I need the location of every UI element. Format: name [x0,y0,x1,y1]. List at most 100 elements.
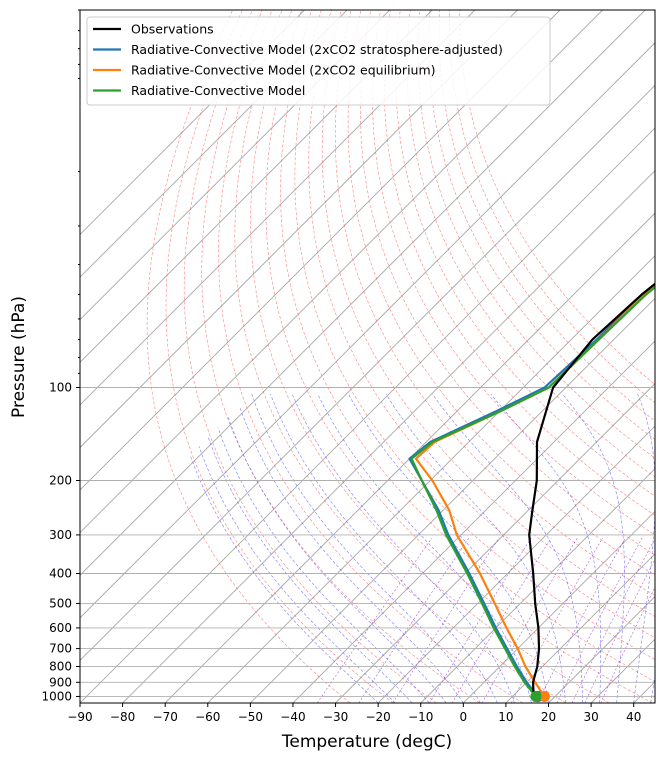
moist-adiabat-line [348,393,549,703]
mixing-ratio-line [537,537,626,703]
x-tick-label: −30 [323,710,348,724]
pressure-gridlines [80,387,655,697]
moist-adiabat-line [228,417,447,703]
isotherm-line [80,10,348,278]
moist-adiabat-line [385,393,566,703]
series-line [528,282,655,697]
isotherm-line [80,10,390,321]
legend-label: Radiative-Convective Model (2xCO2 strato… [131,42,503,57]
x-tick-label: −40 [280,710,305,724]
mixing-ratio-line [571,537,655,703]
mixing-ratio-line [317,537,433,703]
x-tick-label: −10 [408,710,433,724]
isotherm-line [80,10,305,236]
plot-background [80,10,655,703]
moist-adiabat-line [217,427,430,703]
moist-adiabat-line [239,406,464,703]
isotherm-line [164,212,655,703]
y-tick-label: 900 [49,675,72,689]
isotherm-line [122,169,655,703]
moist-adiabat-line [198,446,396,703]
x-tick-label: −80 [110,710,135,724]
y-tick-label: 500 [49,596,72,610]
legend: Observations Radiative-Convective Model (… [86,16,551,106]
isotherm-line [292,340,655,703]
isotherm-line [80,10,561,491]
legend-label: Radiative-Convective Model (2xCO2 equili… [131,63,436,78]
dry-adiabat-line [280,10,655,683]
dry-adiabat-line [265,10,653,703]
dry-adiabat-line [165,10,394,703]
mixing-ratio-line [510,537,603,703]
dry-adiabat-line [250,10,610,703]
dry-adiabat-line [395,10,655,497]
mixing-ratio-line [429,537,532,703]
dry-adiabat-line [201,10,480,703]
mixing-ratio-line [556,537,643,703]
mixing-ratio-line [392,537,500,703]
dry-adiabat-line [218,10,524,703]
isotherm-line [80,10,603,534]
surface-marker [530,690,542,702]
isotherm-line [505,553,655,703]
x-axis: −90 −80 −70 −60 −50 −40 −30 −20 −10 0 10 20 30 40 [67,703,641,724]
moist-adiabat-line [189,454,379,703]
moist-adiabat-line [270,393,498,703]
y-tick-label: 100 [49,380,72,394]
isotherm-line [80,84,655,662]
x-tick-label: 30 [583,710,598,724]
x-tick-label: −50 [238,710,263,724]
isotherm-line [80,127,655,703]
dry-adiabat-line [449,10,655,404]
dry-adiabat-line [234,10,567,703]
dry-adiabat-line [360,10,655,556]
moist-adiabat-line [432,393,583,703]
isotherm-line [80,10,433,363]
x-tick-label: −20 [365,710,390,724]
isotherm-line [80,10,646,576]
dry-adiabat-line [321,10,655,617]
legend-label: Observations [131,22,214,37]
legend-box [86,16,551,106]
dry-adiabat-line [294,10,655,660]
y-tick-label: 700 [49,642,72,656]
x-tick-label: −60 [195,710,220,724]
isotherm-line [420,468,655,703]
background-lines [80,10,655,703]
x-tick-label: 10 [498,710,513,724]
surface-marker [538,690,550,702]
dry-adiabat-line [459,10,655,385]
x-tick-label: 0 [460,710,468,724]
x-axis-title: Temperature (degC) [281,732,452,752]
isotherm-line [207,255,655,703]
isotherm-line [80,10,476,406]
mixing-ratio-line [584,558,655,703]
dry-adiabat-line [384,10,655,516]
isotherm-line [80,10,518,449]
dry-adiabat-line [406,10,655,478]
x-tick-label: 40 [626,710,641,724]
mixing-ratio-line [358,537,470,703]
moist-adiabat-line [207,437,413,703]
y-tick-label: 600 [49,621,72,635]
y-axis-title: Pressure (hPa) [9,296,29,418]
dry-adiabat-line [428,10,655,440]
series-line [414,284,655,698]
moist-adiabat-line [251,393,481,703]
dry-adiabat-line [146,10,351,703]
isotherm-line [335,382,655,703]
y-tick-label: 400 [49,567,72,581]
dry-adiabat-line [417,10,655,459]
isotherm-line [80,42,655,619]
legend-label: Radiative-Convective Model [131,83,305,98]
isotherm-line [377,425,655,703]
moist-adiabat-line [650,674,655,703]
dry-adiabat-line [372,10,655,536]
moist-adiabat-line [490,393,601,703]
x-tick-label: 20 [541,710,556,724]
y-tick-label: 200 [49,474,72,488]
x-tick-label: −90 [67,710,92,724]
y-tick-label: 800 [49,660,72,674]
dry-adiabat-line [183,10,437,703]
